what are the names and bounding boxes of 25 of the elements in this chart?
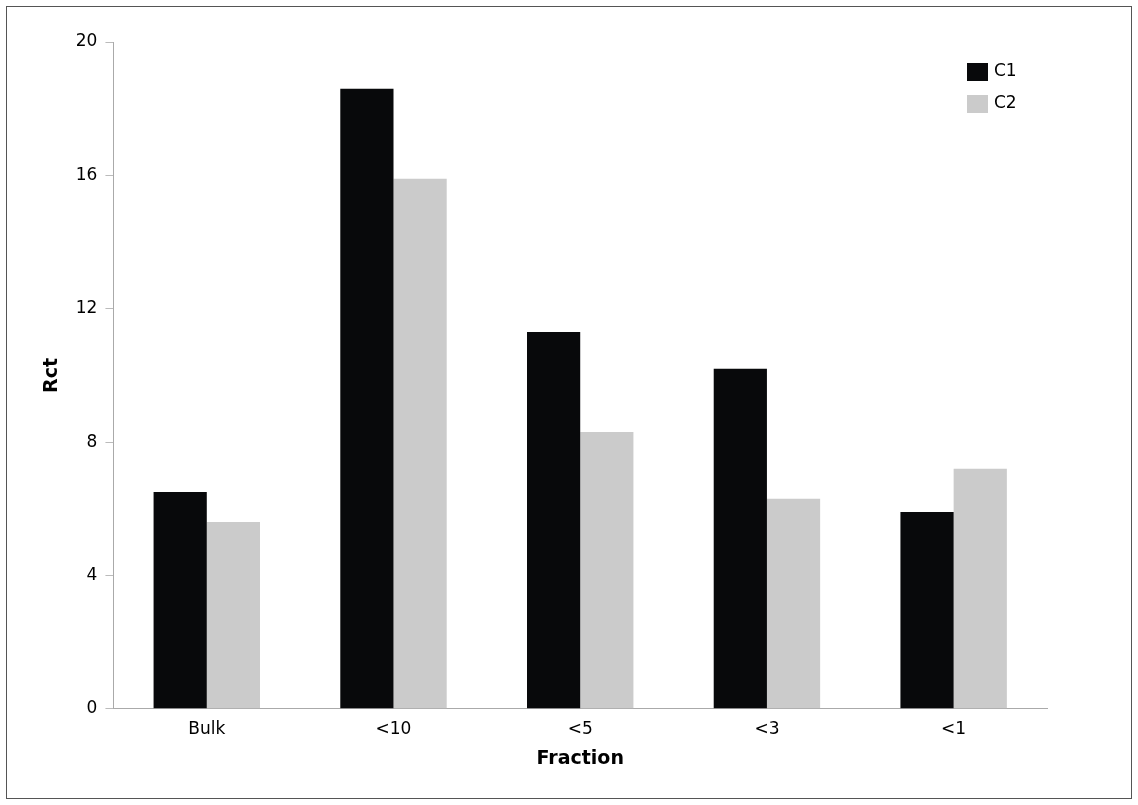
legend-label: C1 <box>994 60 1017 81</box>
x-tick-label: <5 <box>567 718 593 739</box>
y-tick-label: 4 <box>86 563 98 584</box>
bar <box>340 88 394 709</box>
bar <box>766 498 821 709</box>
y-axis-title: Rct <box>39 357 62 393</box>
legend-label: C2 <box>994 92 1017 113</box>
x-axis-title: Fraction <box>536 745 624 768</box>
y-tick-label: 8 <box>86 430 98 451</box>
x-tick-label: <3 <box>754 718 780 739</box>
bar <box>393 178 447 709</box>
x-tick-label: Bulk <box>188 718 226 739</box>
bar <box>206 522 260 709</box>
y-tick-label: 0 <box>86 697 98 718</box>
bar <box>527 332 581 709</box>
x-tick-label: <1 <box>941 718 967 739</box>
bar <box>580 432 634 709</box>
bar <box>153 492 207 709</box>
y-tick-label: 16 <box>75 163 98 184</box>
bar <box>953 468 1007 709</box>
y-tick-label: 20 <box>75 30 98 51</box>
x-tick-label: <10 <box>375 718 412 739</box>
bar <box>713 368 767 709</box>
bar <box>900 512 954 709</box>
y-tick-label: 12 <box>75 297 98 318</box>
